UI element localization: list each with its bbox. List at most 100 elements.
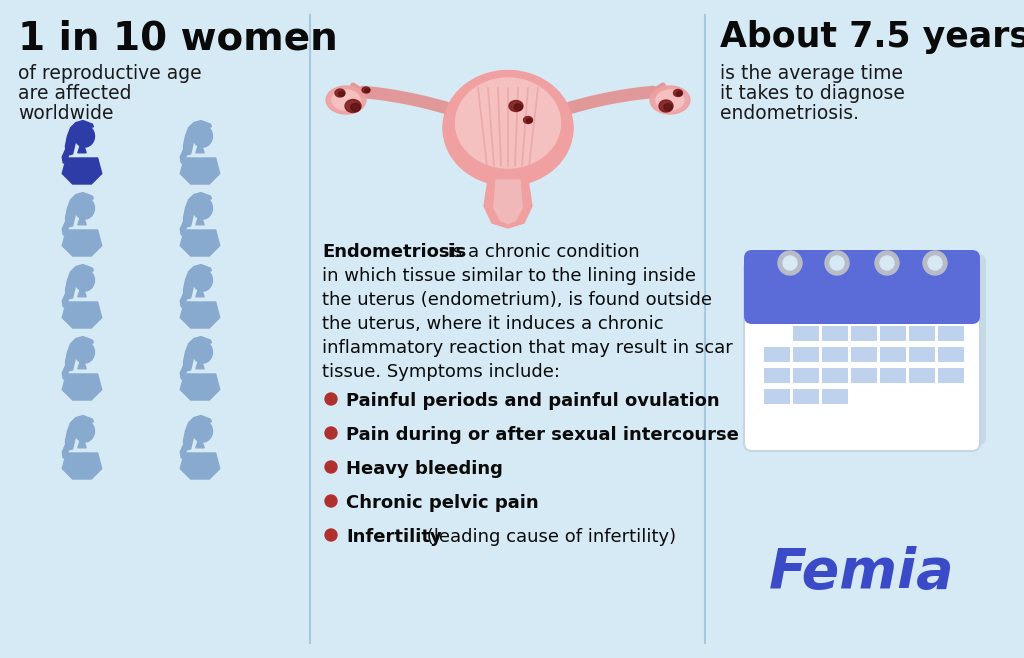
- Bar: [851, 326, 877, 341]
- Circle shape: [325, 393, 337, 405]
- Polygon shape: [183, 193, 211, 228]
- Polygon shape: [66, 120, 93, 155]
- Text: is the average time: is the average time: [720, 64, 903, 83]
- FancyBboxPatch shape: [744, 250, 980, 324]
- Circle shape: [923, 251, 947, 275]
- Polygon shape: [180, 215, 190, 235]
- Polygon shape: [62, 286, 73, 307]
- Text: Infertility: Infertility: [346, 528, 441, 546]
- Bar: [880, 326, 906, 341]
- Polygon shape: [78, 291, 86, 297]
- Bar: [851, 347, 877, 362]
- Polygon shape: [196, 363, 204, 368]
- Bar: [938, 326, 964, 341]
- Polygon shape: [62, 230, 101, 256]
- Ellipse shape: [193, 420, 213, 442]
- Ellipse shape: [362, 87, 370, 93]
- Polygon shape: [62, 142, 73, 163]
- Ellipse shape: [75, 342, 94, 363]
- Polygon shape: [180, 286, 190, 307]
- Text: 1 in 10 women: 1 in 10 women: [18, 20, 338, 58]
- Polygon shape: [183, 416, 211, 450]
- Circle shape: [880, 256, 894, 270]
- Text: Heavy bleeding: Heavy bleeding: [346, 460, 503, 478]
- Ellipse shape: [75, 269, 94, 291]
- Ellipse shape: [193, 269, 213, 291]
- Bar: [764, 389, 790, 404]
- Polygon shape: [62, 438, 73, 458]
- Polygon shape: [78, 442, 86, 448]
- Polygon shape: [78, 363, 86, 368]
- Ellipse shape: [677, 91, 682, 96]
- Bar: [793, 368, 819, 383]
- Circle shape: [325, 495, 337, 507]
- Text: the uterus (endometrium), is found outside: the uterus (endometrium), is found outsi…: [322, 291, 712, 309]
- Ellipse shape: [350, 103, 360, 111]
- Ellipse shape: [193, 342, 213, 363]
- Text: of reproductive age: of reproductive age: [18, 64, 202, 83]
- Bar: [793, 347, 819, 362]
- Polygon shape: [494, 180, 522, 224]
- Text: Femia: Femia: [769, 546, 954, 600]
- Polygon shape: [66, 416, 93, 450]
- Circle shape: [874, 251, 899, 275]
- Text: Endometriosis: Endometriosis: [322, 243, 466, 261]
- Circle shape: [830, 256, 844, 270]
- Ellipse shape: [75, 197, 94, 219]
- Ellipse shape: [509, 101, 523, 111]
- Circle shape: [778, 251, 802, 275]
- Ellipse shape: [193, 125, 213, 147]
- Circle shape: [783, 256, 797, 270]
- Ellipse shape: [659, 100, 673, 112]
- Polygon shape: [78, 147, 86, 153]
- Ellipse shape: [443, 70, 573, 186]
- Polygon shape: [183, 265, 211, 299]
- Polygon shape: [180, 302, 220, 328]
- Polygon shape: [66, 265, 93, 299]
- Bar: [822, 326, 848, 341]
- Polygon shape: [62, 302, 101, 328]
- Circle shape: [825, 251, 849, 275]
- Polygon shape: [180, 142, 190, 163]
- Polygon shape: [180, 438, 190, 458]
- Bar: [938, 368, 964, 383]
- Bar: [909, 368, 935, 383]
- Ellipse shape: [339, 91, 344, 96]
- Polygon shape: [196, 147, 204, 153]
- Polygon shape: [66, 193, 93, 228]
- Polygon shape: [180, 374, 220, 400]
- Polygon shape: [180, 453, 220, 479]
- FancyBboxPatch shape: [744, 260, 980, 451]
- Text: Chronic pelvic pain: Chronic pelvic pain: [346, 494, 539, 512]
- Text: in which tissue similar to the lining inside: in which tissue similar to the lining in…: [322, 267, 696, 285]
- Bar: [851, 368, 877, 383]
- Bar: [793, 326, 819, 341]
- Ellipse shape: [523, 116, 532, 124]
- Text: Painful periods and painful ovulation: Painful periods and painful ovulation: [346, 392, 720, 410]
- Polygon shape: [62, 158, 101, 184]
- Ellipse shape: [664, 103, 673, 111]
- Ellipse shape: [456, 78, 560, 168]
- Ellipse shape: [75, 420, 94, 442]
- Text: tissue. Symptoms include:: tissue. Symptoms include:: [322, 363, 560, 381]
- Polygon shape: [62, 215, 73, 235]
- Text: (leading cause of infertility): (leading cause of infertility): [421, 528, 676, 546]
- Polygon shape: [183, 336, 211, 371]
- Text: inflammatory reaction that may result in scar: inflammatory reaction that may result in…: [322, 339, 733, 357]
- Ellipse shape: [656, 90, 684, 110]
- Ellipse shape: [526, 118, 532, 123]
- Text: worldwide: worldwide: [18, 104, 114, 123]
- Ellipse shape: [365, 89, 370, 92]
- Circle shape: [325, 529, 337, 541]
- Circle shape: [325, 427, 337, 439]
- Bar: [764, 368, 790, 383]
- Polygon shape: [180, 158, 220, 184]
- Polygon shape: [196, 291, 204, 297]
- Polygon shape: [62, 359, 73, 379]
- Bar: [909, 326, 935, 341]
- Ellipse shape: [332, 90, 360, 110]
- Polygon shape: [78, 218, 86, 225]
- Polygon shape: [196, 442, 204, 448]
- FancyBboxPatch shape: [750, 254, 986, 445]
- Bar: [793, 389, 819, 404]
